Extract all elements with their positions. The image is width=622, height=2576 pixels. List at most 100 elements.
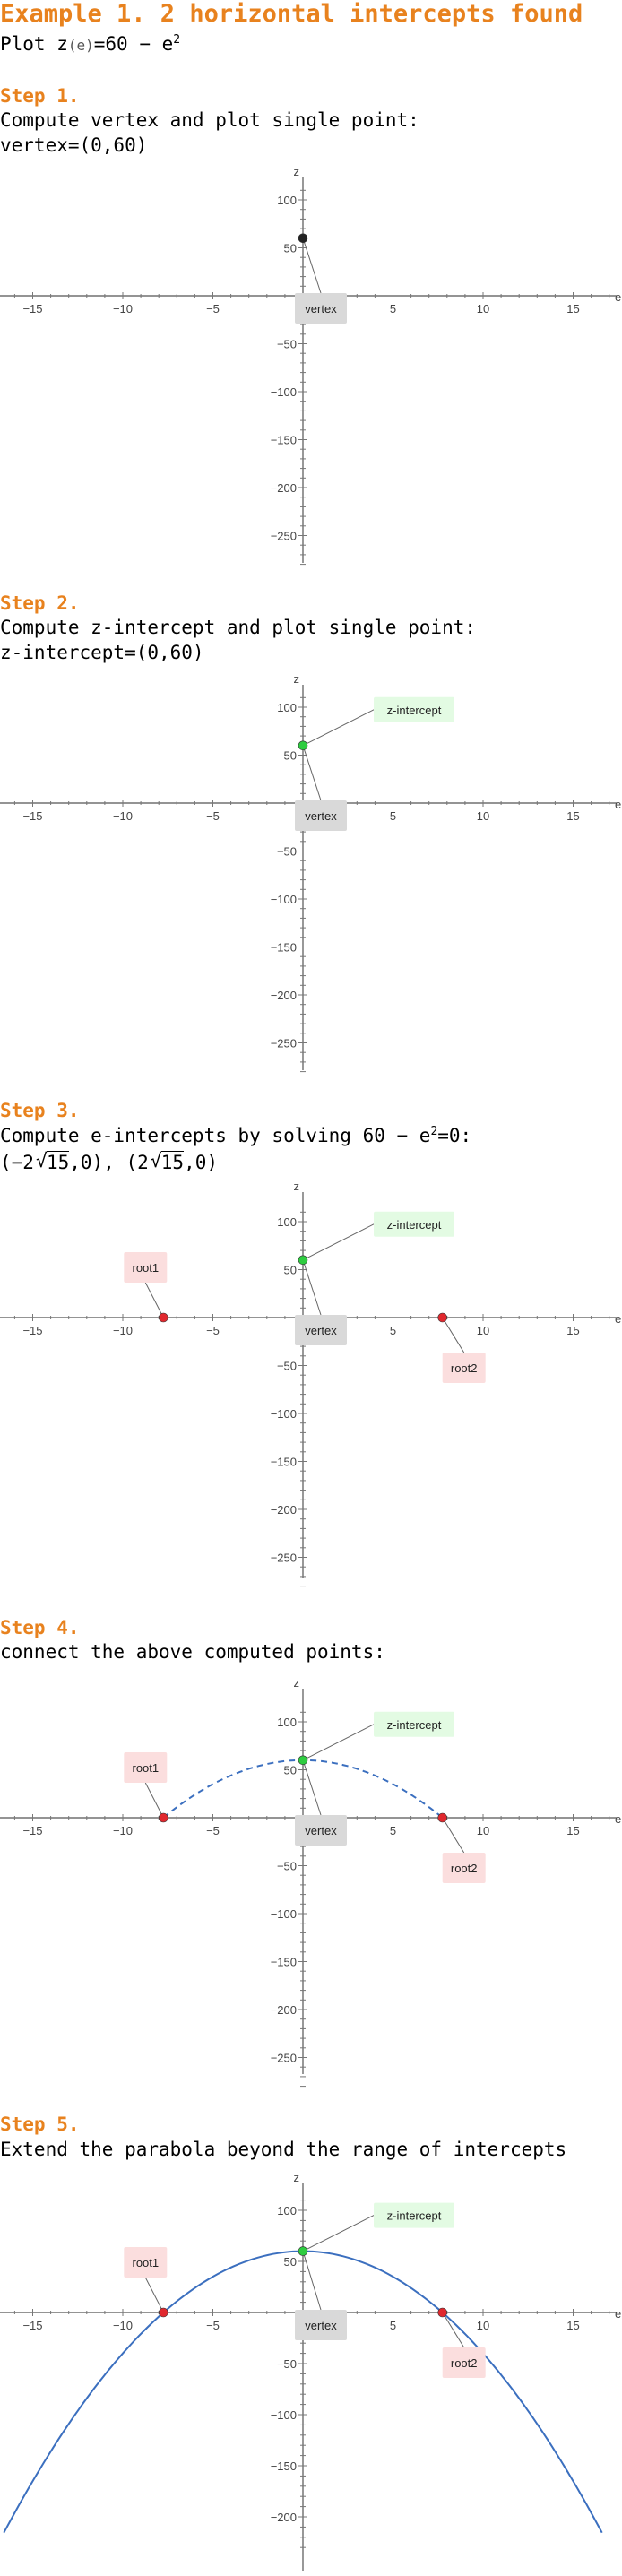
root2-label: root2 xyxy=(451,2356,478,2370)
root1-point xyxy=(159,2307,168,2318)
x-tick-label: −10 xyxy=(113,1324,133,1337)
vertex-label: vertex xyxy=(305,302,337,316)
vertex-label-box xyxy=(295,800,347,831)
y-axis-label: z xyxy=(294,672,300,686)
callout-line xyxy=(302,2251,322,2311)
x-tick-label: 15 xyxy=(566,1324,579,1337)
x-tick-label: 10 xyxy=(477,302,489,316)
step3-line2-b: ,0), (2 xyxy=(69,1152,149,1173)
x-tick-label: 15 xyxy=(566,2319,579,2332)
x-tick-label: −10 xyxy=(113,2319,133,2332)
vertex-label-box xyxy=(295,1815,347,1846)
step5-label: Step 5. xyxy=(0,2114,80,2135)
y-tick-label: 50 xyxy=(284,242,297,255)
callout-line xyxy=(442,2312,465,2348)
root1-point xyxy=(159,1312,168,1323)
step3-line1-a: Compute e-intercepts by solving 60 − e xyxy=(0,1125,431,1146)
root1-label-box xyxy=(124,1752,168,1783)
y-tick-label: −150 xyxy=(271,1956,297,1969)
plot-eq: =60 − e xyxy=(93,33,174,55)
x-tick-label: 5 xyxy=(390,1324,396,1337)
y-axis-label: z xyxy=(294,1180,300,1193)
y-axis-label: z xyxy=(294,2171,300,2184)
y-tick-label: −50 xyxy=(277,2357,297,2371)
z-intercept-point xyxy=(298,2246,308,2256)
root2-point xyxy=(437,1312,447,1323)
y-tick-label: −200 xyxy=(271,1503,297,1517)
root1-label: root1 xyxy=(132,1761,159,1775)
step3-line2: (−2 √ 15,0), (2 √ 15,0) xyxy=(0,1151,218,1173)
vertex-label: vertex xyxy=(305,2319,337,2332)
x-axis-label: e xyxy=(615,798,621,811)
x-tick-label: 5 xyxy=(390,809,396,823)
plot-exp: 2 xyxy=(173,33,181,47)
y-tick-label: −100 xyxy=(271,893,297,906)
x-tick-label: −5 xyxy=(206,2319,220,2332)
y-tick-label: 100 xyxy=(277,2204,297,2217)
callout-line xyxy=(302,1759,322,1816)
x-tick-label: 10 xyxy=(477,1824,489,1837)
step1-line1: Compute vertex and plot single point: xyxy=(0,109,419,131)
x-axis-label: e xyxy=(615,1312,621,1326)
vertex-label: vertex xyxy=(305,1324,337,1337)
callout-line xyxy=(302,2215,375,2252)
y-tick-label: −250 xyxy=(271,2052,297,2065)
x-tick-label: 5 xyxy=(390,1824,396,1837)
x-tick-label: −5 xyxy=(206,302,220,316)
x-tick-label: 15 xyxy=(566,809,579,823)
x-tick-label: −15 xyxy=(22,302,42,316)
y-tick-label: −250 xyxy=(271,1037,297,1050)
y-tick-label: 100 xyxy=(277,1215,297,1229)
step2-label: Step 2. xyxy=(0,592,80,614)
z-intercept-point xyxy=(298,1255,308,1266)
y-tick-label: −150 xyxy=(271,434,297,447)
x-tick-label: 10 xyxy=(477,809,489,823)
root2-label-box xyxy=(442,2347,486,2378)
step4-line1: connect the above computed points: xyxy=(0,1641,385,1663)
step1-label: Step 1. xyxy=(0,85,80,107)
root2-point xyxy=(437,1812,447,1823)
root2-label: root2 xyxy=(451,1361,478,1375)
callout-line xyxy=(302,1724,375,1761)
vertex-label: vertex xyxy=(305,1824,337,1837)
step3-line2-a: (−2 xyxy=(0,1152,34,1173)
root1-point xyxy=(159,1812,168,1823)
y-tick-label: 50 xyxy=(284,1764,297,1777)
z-intercept-label: z-intercept xyxy=(387,2209,442,2223)
vertex-label-box xyxy=(295,1315,347,1345)
vertex-label: vertex xyxy=(305,809,337,823)
y-tick-label: −100 xyxy=(271,385,297,399)
plot-prefix: Plot z xyxy=(0,33,68,55)
z-intercept-label-box xyxy=(374,1211,454,1237)
y-tick-label: −100 xyxy=(271,1407,297,1421)
y-tick-label: −250 xyxy=(271,1552,297,1565)
x-tick-label: −10 xyxy=(113,302,133,316)
y-tick-label: −200 xyxy=(271,2511,297,2524)
x-tick-label: −10 xyxy=(113,809,133,823)
y-tick-label: −200 xyxy=(271,2003,297,2017)
step3-chart: e z −15 −10 −5 5 10 15 100 50 −50 −100 −150 −200 −250 z… xyxy=(0,1180,621,1587)
step4-chart: e z −15 −10 −5 5 10 15 100 50 −50 −100 −150 −200 −250 z… xyxy=(0,1676,621,2088)
x-tick-label: −5 xyxy=(206,1324,220,1337)
callout-line xyxy=(442,1817,465,1854)
step5-line1: Extend the parabola beyond the range of … xyxy=(0,2139,567,2160)
page-title: Example 1. 2 horizontal intercepts found xyxy=(0,0,583,28)
step2-line1: Compute z-intercept and plot single poin… xyxy=(0,617,477,638)
x-tick-label: 10 xyxy=(477,1324,489,1337)
callout-line xyxy=(144,1282,164,1318)
x-tick-label: −5 xyxy=(206,809,220,823)
step3-line2-c: ,0) xyxy=(184,1152,218,1173)
y-tick-label: −200 xyxy=(271,481,297,495)
root2-label: root2 xyxy=(451,1862,478,1875)
z-intercept-label-box xyxy=(374,696,454,722)
step2-line2: z-intercept=(0,60) xyxy=(0,642,204,663)
x-axis-label: e xyxy=(615,290,621,304)
x-tick-label: 15 xyxy=(566,302,579,316)
step3-line1-sup: 2 xyxy=(430,1125,438,1138)
z-intercept-point xyxy=(298,740,308,751)
root1-label: root1 xyxy=(132,2256,159,2269)
y-tick-label: −50 xyxy=(277,1860,297,1873)
x-tick-label: 5 xyxy=(390,302,396,316)
vertex-point xyxy=(298,233,308,244)
x-tick-label: −15 xyxy=(22,809,42,823)
